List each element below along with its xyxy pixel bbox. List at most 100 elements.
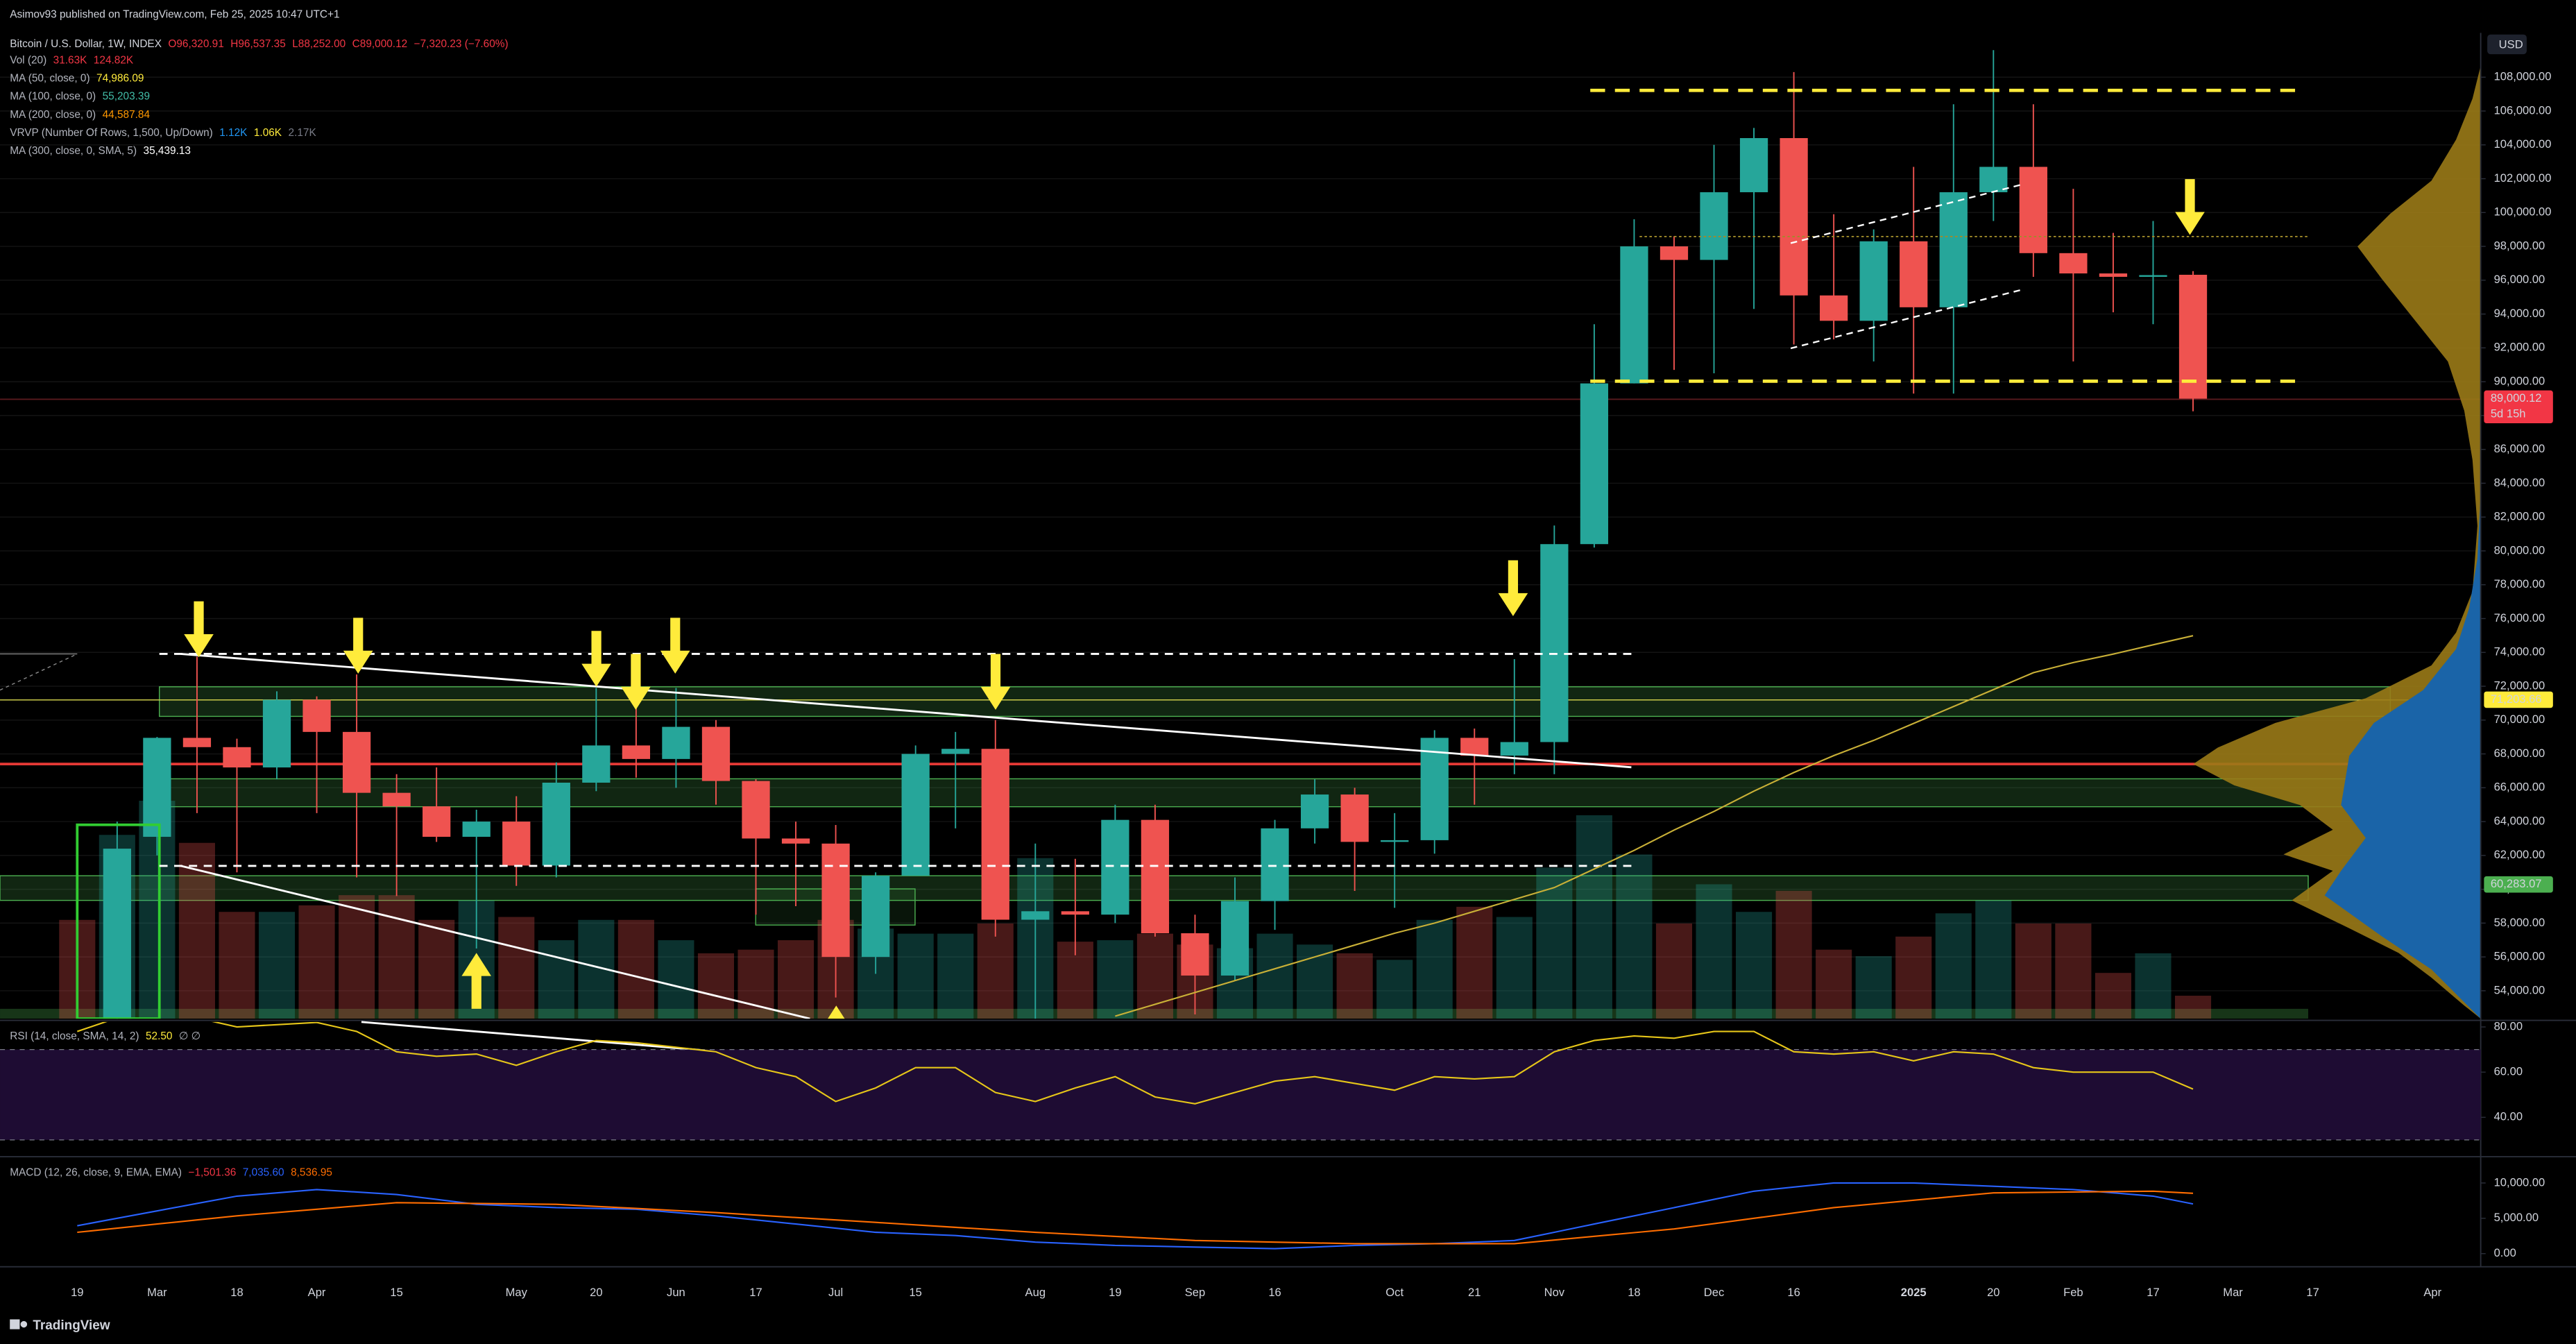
volume-bar	[1336, 953, 1373, 1019]
x-tick-label: Sep	[1185, 1286, 1205, 1299]
candle-body	[462, 822, 491, 837]
y-tick-label: 60.00	[2494, 1065, 2523, 1078]
volume-bar	[1935, 913, 1972, 1019]
indicator-value: 31.63K	[53, 55, 87, 67]
indicator-value: 1.12K	[219, 127, 248, 139]
legend-row: MACD (12, 26, close, 9, EMA, EMA) −1,501.…	[10, 1167, 332, 1179]
candle-body	[143, 738, 171, 837]
candle-body	[701, 726, 731, 781]
volume-bar	[378, 895, 415, 1019]
y-tick-label: 70,000.00	[2494, 713, 2545, 726]
candle-body	[941, 749, 970, 754]
x-tick-label: Mar	[147, 1286, 167, 1299]
currency-box[interactable]	[2487, 34, 2527, 55]
x-tick-label: Apr	[308, 1286, 326, 1299]
x-tick-label: Mar	[2223, 1286, 2243, 1299]
legend-row: MA (50, close, 0) 74,986.09	[10, 73, 144, 85]
ohlc-value: C89,000.12	[352, 38, 408, 50]
indicator-value: 124.82K	[94, 55, 134, 67]
volume-bar	[1775, 890, 1812, 1019]
volume-bar	[778, 940, 814, 1019]
volume-bar	[2135, 953, 2172, 1019]
candle-body	[1381, 840, 1409, 842]
volume-bar	[617, 919, 654, 1019]
legend-row: MA (200, close, 0) 44,587.84	[10, 109, 150, 121]
y-tick-label: 76,000.00	[2494, 611, 2545, 624]
symbol-title: Bitcoin / U.S. Dollar, 1W, INDEX	[10, 38, 162, 50]
volume-bar	[658, 940, 694, 1019]
x-tick-label: Jul	[828, 1286, 843, 1299]
x-tick-label: 17	[2147, 1286, 2159, 1299]
volume-bar	[339, 895, 375, 1019]
y-tick-label: 40.00	[2494, 1110, 2523, 1123]
drawings	[76, 88, 2309, 1019]
candle-body	[1700, 192, 1728, 260]
rsi-layer	[0, 1021, 2481, 1141]
highlight-box	[76, 823, 161, 1019]
candle-body	[1181, 933, 1209, 976]
price-tag-label: 60,283.07	[2491, 877, 2542, 890]
candle-body	[502, 822, 531, 866]
legend-row: MA (100, close, 0) 55,203.39	[10, 91, 150, 103]
candle-body	[622, 745, 651, 759]
price-tag-countdown: 5d 15h	[2491, 407, 2526, 420]
volume-bar	[1975, 900, 2012, 1019]
y-tick-label: 94,000.00	[2494, 307, 2545, 320]
volume-bar	[498, 917, 535, 1019]
candle-body	[1939, 192, 1968, 307]
x-tick-label: 17	[749, 1286, 762, 1299]
indicator-value: 44,587.84	[103, 109, 151, 121]
overlay-layer	[1115, 635, 2194, 1017]
x-tick-label: 21	[1468, 1286, 1481, 1299]
volume-bar	[219, 912, 255, 1019]
y-tick-label: 96,000.00	[2494, 273, 2545, 286]
candle-body	[1979, 167, 2008, 193]
candle-body	[1660, 246, 1689, 260]
price-tag	[2484, 390, 2553, 424]
candle-body	[423, 806, 451, 837]
currency[interactable]: USD	[2499, 37, 2523, 51]
price-tag-label: 89,000.12	[2491, 391, 2542, 405]
volume-bar	[937, 933, 974, 1019]
candle-layer	[103, 50, 2208, 1019]
candle-body	[1141, 819, 1170, 934]
y-tick-label: 104,000.00	[2494, 137, 2552, 151]
y-tick-label: 102,000.00	[2494, 171, 2552, 185]
candle-body	[1061, 911, 1089, 915]
candle-body	[382, 792, 411, 807]
volume-profile	[2193, 65, 2481, 1019]
candle-body	[1220, 901, 1249, 976]
y-tick-label: 78,000.00	[2494, 577, 2545, 590]
indicator-value: ∅ ∅	[179, 1030, 201, 1042]
volume-bar	[1097, 940, 1134, 1019]
volume-bar	[2015, 923, 2052, 1019]
brand: TradingView	[33, 1318, 110, 1333]
indicator-name: MACD (12, 26, close, 9, EMA, EMA)	[10, 1167, 182, 1179]
candle-body	[2019, 167, 2047, 253]
indicator-value: 35,439.13	[144, 145, 191, 157]
legend-row: MA (300, close, 0, SMA, 5) 35,439.13	[10, 145, 191, 157]
candle-body	[1261, 828, 1289, 901]
trend-line	[0, 653, 78, 691]
x-tick-label: 19	[1109, 1286, 1121, 1299]
candle-body	[1540, 544, 1569, 742]
volume-bar	[298, 905, 335, 1019]
volume-bar	[977, 923, 1014, 1019]
indicator-value: 74,986.09	[96, 73, 144, 85]
indicator-name: MA (300, close, 0, SMA, 5)	[10, 145, 137, 157]
indicator-value: 8,536.95	[291, 1167, 332, 1179]
volume-bar	[1816, 949, 1852, 1019]
indicator-line	[77, 1190, 2194, 1245]
indicator-name: MA (200, close, 0)	[10, 109, 96, 121]
y-tick-label: 58,000.00	[2494, 916, 2545, 929]
volume-bar	[1736, 912, 1773, 1019]
y-tick-label: 68,000.00	[2494, 747, 2545, 760]
footer	[0, 1307, 2576, 1344]
volume-bar	[1376, 960, 1413, 1019]
volume-bar	[897, 933, 934, 1019]
candle-body	[103, 849, 131, 1019]
candle-body	[1300, 794, 1329, 828]
indicator-name: VRVP (Number Of Rows, 1,500, Up/Down)	[10, 127, 213, 139]
rsi-band	[0, 1049, 2481, 1140]
x-tick-label: 18	[230, 1286, 243, 1299]
